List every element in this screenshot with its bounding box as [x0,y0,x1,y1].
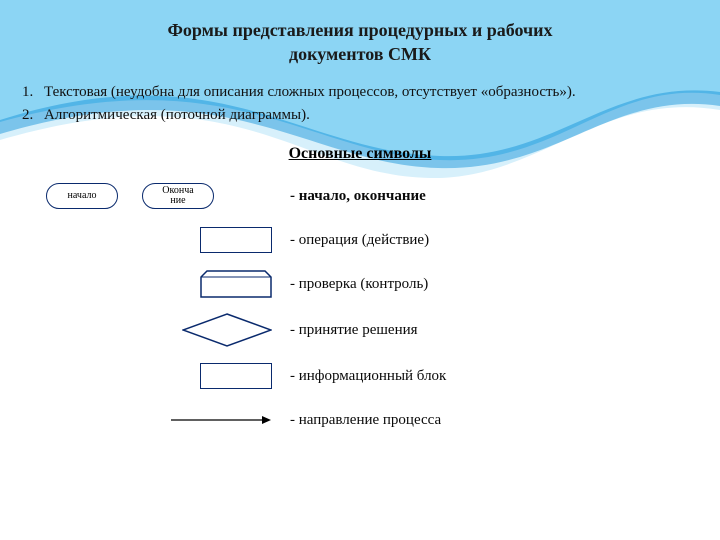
list-text: Алгоритмическая (поточной диаграммы). [44,104,310,127]
symbol-row-operation: - операция (действие) [40,225,700,255]
list-item: 1. Текстовая (неудобна для описания слож… [22,81,700,104]
list-item: 2. Алгоритмическая (поточной диаграммы). [22,104,700,127]
info-rect-shape [200,363,272,389]
symbol-shapes [40,227,290,253]
symbols-legend: начало Оконча ние - начало, окончание - … [40,181,700,435]
forms-list: 1. Текстовая (неудобна для описания слож… [22,81,700,128]
symbol-shapes [40,313,290,347]
symbol-row-terminator: начало Оконча ние - начало, окончание [40,181,700,211]
symbol-shapes: начало Оконча ние [40,183,290,209]
terminator-start-label: начало [68,191,97,202]
terminator-end-shape: Оконча ние [142,183,214,209]
title-line-2: документов СМК [289,44,431,64]
list-text: Текстовая (неудобна для описания сложных… [44,81,576,104]
symbol-shapes [40,413,290,427]
inspect-shape [200,270,272,298]
symbol-shapes [40,270,290,298]
slide-content: Формы представления процедурных и рабочи… [0,0,720,435]
symbol-description: - начало, окончание [290,188,426,205]
symbol-description: - проверка (контроль) [290,276,428,293]
symbol-row-direction: - направление процесса [40,405,700,435]
direction-arrow-shape [170,413,272,427]
symbols-heading: Основные символы [20,145,700,163]
terminator-start-shape: начало [46,183,118,209]
decision-diamond-shape [182,313,272,347]
list-number: 2. [22,104,44,127]
symbol-row-info: - информационный блок [40,361,700,391]
list-number: 1. [22,81,44,104]
slide-title: Формы представления процедурных и рабочи… [20,18,700,67]
symbol-description: - информационный блок [290,368,446,385]
terminator-end-label: Оконча ние [162,186,193,207]
symbol-description: - направление процесса [290,412,441,429]
title-line-1: Формы представления процедурных и рабочи… [167,20,552,40]
operation-rect-shape [200,227,272,253]
symbol-shapes [40,363,290,389]
symbol-row-inspect: - проверка (контроль) [40,269,700,299]
symbol-row-decision: - принятие решения [40,313,700,347]
symbol-description: - принятие решения [290,322,418,339]
symbol-description: - операция (действие) [290,232,429,249]
